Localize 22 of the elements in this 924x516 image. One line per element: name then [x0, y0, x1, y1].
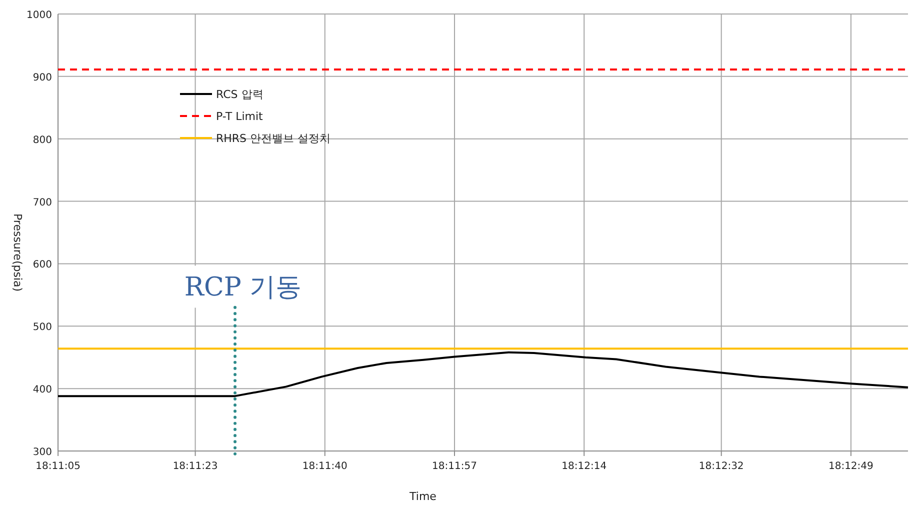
- x-tick-label: 18:11:23: [172, 461, 218, 472]
- legend-label: RCS 압력: [216, 88, 264, 101]
- y-tick-label: 1000: [26, 10, 52, 21]
- legend-label: RHRS 안전밸브 설정치: [216, 132, 331, 145]
- y-axis-title: Pressure(psia): [11, 213, 24, 292]
- x-tick-label: 18:12:14: [562, 461, 607, 472]
- x-tick-label: 18:12:32: [698, 461, 744, 472]
- x-tick-label: 18:11:05: [36, 461, 81, 472]
- x-tick-label: 18:12:49: [828, 461, 874, 472]
- x-tick-label: 18:11:57: [432, 461, 477, 472]
- y-tick-label: 500: [32, 322, 52, 334]
- ref-line-label: RCP 기동: [184, 272, 302, 303]
- y-tick-label: 400: [32, 384, 52, 396]
- y-tick-label: 900: [32, 72, 52, 84]
- y-tick-label: 800: [32, 134, 52, 146]
- x-tick-label: 18:11:40: [302, 461, 348, 472]
- y-tick-label: 300: [32, 447, 52, 458]
- legend-label: P-T Limit: [216, 110, 264, 123]
- y-tick-label: 600: [32, 260, 52, 271]
- line-series: [57, 351, 909, 398]
- x-axis-title: Time: [408, 490, 437, 503]
- y-tick-label: 700: [32, 197, 52, 208]
